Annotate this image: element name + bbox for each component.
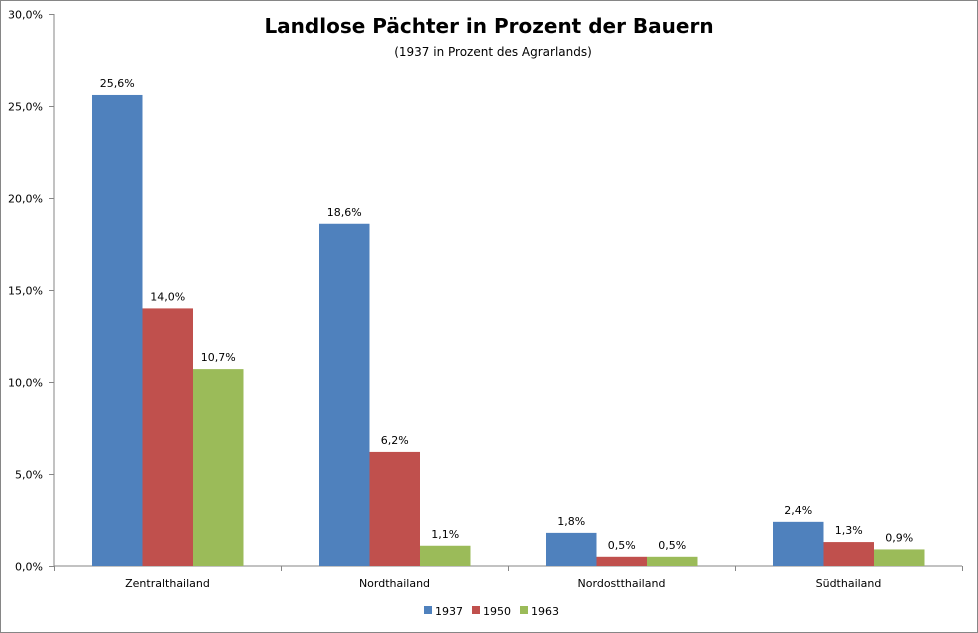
chart-subtitle: (1937 in Prozent des Agrarlands) xyxy=(394,45,592,59)
data-label: 1,3% xyxy=(835,524,863,537)
chart-title: Landlose Pächter in Prozent der Bauern xyxy=(264,14,713,38)
legend-label: 1937 xyxy=(435,605,463,618)
x-tick-label: Südthailand xyxy=(816,577,882,590)
y-tick-label: 10,0% xyxy=(8,377,43,390)
data-label: 14,0% xyxy=(150,290,185,303)
legend-swatch-1963 xyxy=(520,606,528,614)
data-label: 0,9% xyxy=(885,531,913,544)
bar-1937 xyxy=(546,532,597,566)
data-label: 2,4% xyxy=(784,504,812,517)
data-label: 0,5% xyxy=(608,539,636,552)
bar-1963 xyxy=(193,369,244,566)
y-tick-label: 30,0% xyxy=(8,9,43,22)
bar-1937 xyxy=(92,94,143,567)
data-label: 10,7% xyxy=(201,351,236,364)
data-label: 6,2% xyxy=(381,434,409,447)
y-tick-label: 15,0% xyxy=(8,285,43,298)
bar-1963 xyxy=(874,549,925,566)
data-label: 1,1% xyxy=(431,528,459,541)
legend-swatch-1950 xyxy=(472,606,480,614)
y-tick-label: 0,0% xyxy=(15,561,43,574)
y-tick-label: 5,0% xyxy=(15,469,43,482)
data-label: 1,8% xyxy=(557,515,585,528)
legend-swatch-1937 xyxy=(424,606,432,614)
y-tick-label: 20,0% xyxy=(8,193,43,206)
x-tick-label: Zentralthailand xyxy=(125,577,210,590)
legend-label: 1950 xyxy=(483,605,511,618)
data-label: 25,6% xyxy=(100,77,135,90)
x-tick-label: Nordostthailand xyxy=(578,577,666,590)
data-label: 0,5% xyxy=(658,539,686,552)
bar-1937 xyxy=(773,521,824,566)
bar-1950 xyxy=(823,542,874,566)
y-tick-label: 25,0% xyxy=(8,101,43,114)
bar-1950 xyxy=(596,556,647,566)
legend-label: 1963 xyxy=(531,605,559,618)
bar-1950 xyxy=(369,451,420,566)
data-label: 18,6% xyxy=(327,206,362,219)
bar-1950 xyxy=(142,308,193,566)
bar-1963 xyxy=(647,556,698,566)
bar-1937 xyxy=(319,223,370,566)
bar-1963 xyxy=(420,545,471,566)
x-tick-label: Nordthailand xyxy=(359,577,430,590)
